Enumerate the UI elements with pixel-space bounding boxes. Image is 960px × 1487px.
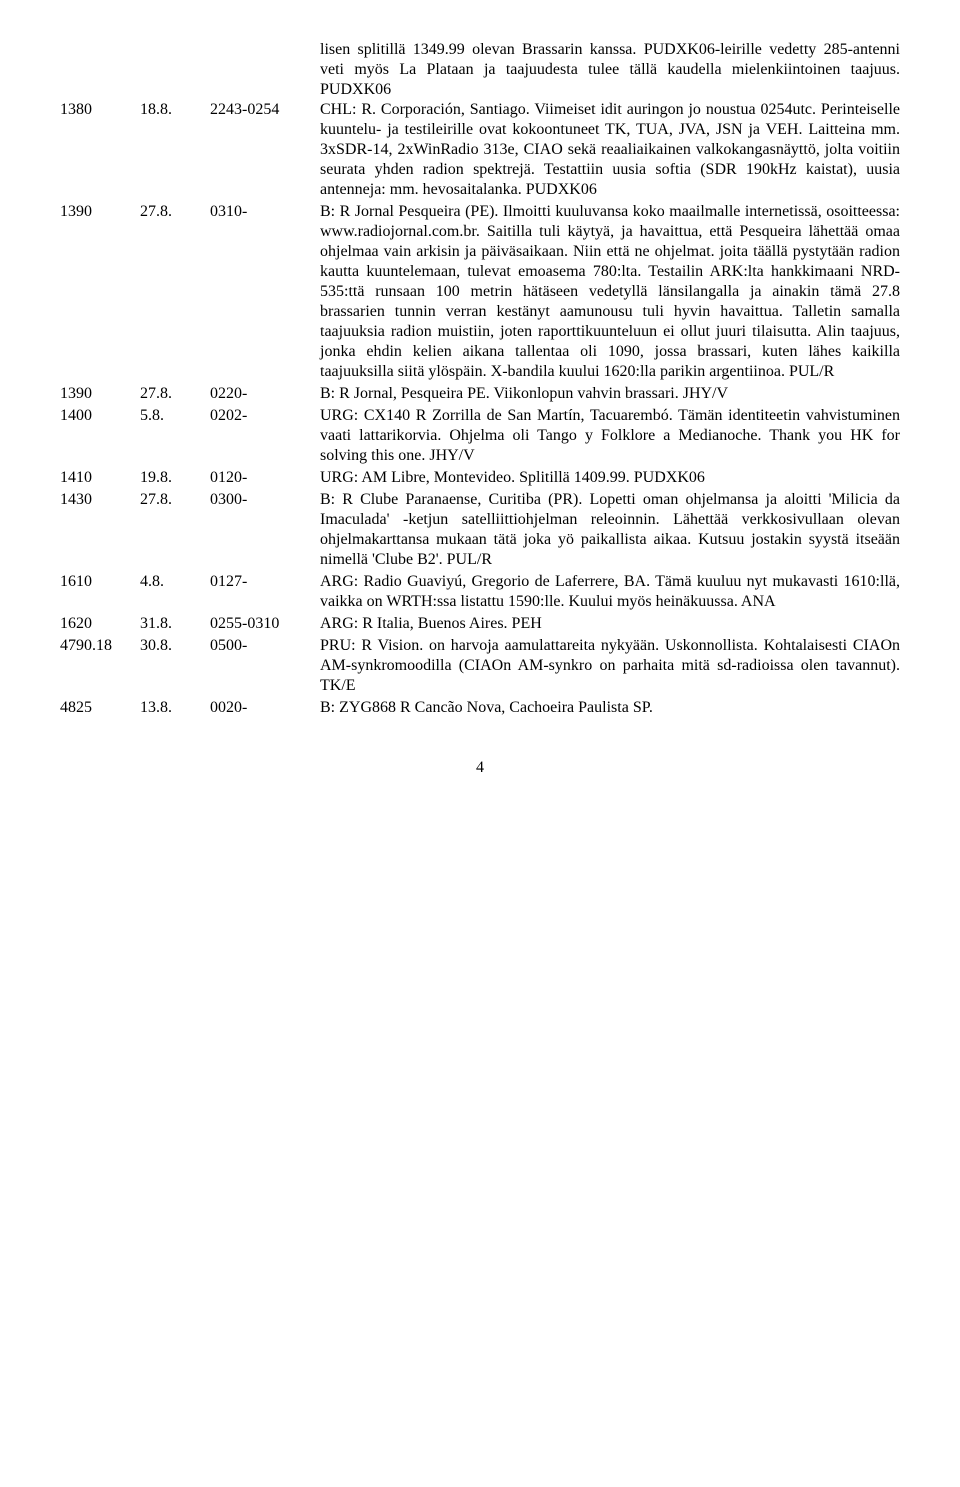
cell-frequency: 1610 [60,572,140,592]
cell-date: 13.8. [140,698,210,718]
cell-description: PRU: R Vision. on harvoja aamulattareita… [320,636,900,696]
cell-time: 0500- [210,636,320,656]
cell-time: 0020- [210,698,320,718]
cell-frequency: 4825 [60,698,140,718]
log-row: 162031.8.0255-0310ARG: R Italia, Buenos … [60,614,900,634]
log-row: 141019.8.0120-URG: AM Libre, Montevideo.… [60,468,900,488]
log-row: 138018.8.2243-0254CHL: R. Corporación, S… [60,100,900,200]
cell-frequency: 1390 [60,202,140,222]
log-row: 139027.8.0310-B: R Jornal Pesqueira (PE)… [60,202,900,382]
log-row: 482513.8.0020-B: ZYG868 R Cancão Nova, C… [60,698,900,718]
cell-date: 5.8. [140,406,210,426]
cell-frequency: 1430 [60,490,140,510]
log-table: 138018.8.2243-0254CHL: R. Corporación, S… [60,100,900,718]
cell-time: 0255-0310 [210,614,320,634]
cell-date: 27.8. [140,490,210,510]
cell-date: 19.8. [140,468,210,488]
page-number: 4 [60,758,900,778]
cell-time: 0127- [210,572,320,592]
cell-description: URG: CX140 R Zorrilla de San Martín, Tac… [320,406,900,466]
cell-date: 4.8. [140,572,210,592]
cell-date: 27.8. [140,202,210,222]
cell-time: 2243-0254 [210,100,320,120]
cell-frequency: 1620 [60,614,140,634]
cell-date: 31.8. [140,614,210,634]
log-row: 16104.8.0127-ARG: Radio Guaviyú, Gregori… [60,572,900,612]
cell-description: B: R Jornal, Pesqueira PE. Viikonlopun v… [320,384,900,404]
cell-description: B: R Clube Paranaense, Curitiba (PR). Lo… [320,490,900,570]
cell-time: 0310- [210,202,320,222]
cell-description: B: R Jornal Pesqueira (PE). Ilmoitti kuu… [320,202,900,382]
cell-description: CHL: R. Corporación, Santiago. Viimeiset… [320,100,900,200]
cell-date: 18.8. [140,100,210,120]
cell-date: 30.8. [140,636,210,656]
cell-frequency: 1410 [60,468,140,488]
log-row: 143027.8.0300-B: R Clube Paranaense, Cur… [60,490,900,570]
cell-frequency: 1400 [60,406,140,426]
cell-description: URG: AM Libre, Montevideo. Splitillä 140… [320,468,900,488]
cell-time: 0120- [210,468,320,488]
cell-frequency: 1390 [60,384,140,404]
cell-time: 0300- [210,490,320,510]
log-row: 139027.8.0220-B: R Jornal, Pesqueira PE.… [60,384,900,404]
cell-description: ARG: R Italia, Buenos Aires. PEH [320,614,900,634]
log-row: 14005.8.0202-URG: CX140 R Zorrilla de Sa… [60,406,900,466]
hanging-continuation: lisen splitillä 1349.99 olevan Brassarin… [320,40,900,100]
log-row: 4790.1830.8.0500-PRU: R Vision. on harvo… [60,636,900,696]
cell-time: 0220- [210,384,320,404]
cell-frequency: 1380 [60,100,140,120]
cell-description: B: ZYG868 R Cancão Nova, Cachoeira Pauli… [320,698,900,718]
cell-frequency: 4790.18 [60,636,140,656]
cell-time: 0202- [210,406,320,426]
cell-date: 27.8. [140,384,210,404]
cell-description: ARG: Radio Guaviyú, Gregorio de Laferrer… [320,572,900,612]
